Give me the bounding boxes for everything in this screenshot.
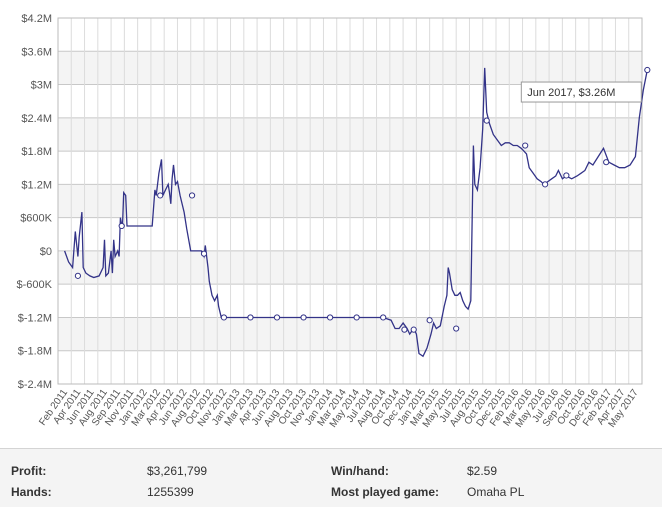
y-tick-label: $-2.4M [18, 379, 52, 391]
y-tick-label: $4.2M [21, 13, 52, 25]
game-label: Most played game: [331, 485, 440, 499]
data-point-marker [644, 66, 651, 74]
data-point-marker [273, 314, 281, 321]
winhand-value: $2.59 [467, 464, 498, 478]
tooltip-box [520, 81, 642, 103]
y-tick-label: $3M [31, 80, 52, 92]
data-point-marker [522, 142, 529, 149]
data-point-marker [483, 117, 490, 124]
data-point-marker [380, 314, 387, 321]
data-point-marker [563, 172, 570, 179]
stats-panel: Profit: $3,261,799 Win/hand: $2.59 Hands… [0, 448, 662, 507]
hands-value: 1255399 [147, 485, 194, 499]
data-point-marker [426, 317, 433, 324]
data-point-marker [353, 314, 360, 321]
y-tick-label: $-1.2M [18, 312, 52, 324]
data-point-marker [157, 192, 164, 199]
profit-value: $3,261,799 [147, 464, 208, 478]
data-point-marker [326, 314, 334, 321]
data-point-marker [188, 192, 196, 199]
y-tick-label: $1.2M [21, 179, 52, 191]
data-point-marker [300, 314, 307, 321]
y-tick-label: $1.8M [21, 146, 52, 158]
chart-canvas: $4.2M $3.6M $3M $2.4M $1.8M $1.2M $600K $0 $-600… [17, 13, 651, 430]
data-point-marker [453, 325, 460, 332]
y-tick-label: $600K [20, 213, 52, 225]
data-point-marker [74, 272, 82, 279]
plot-border [57, 17, 643, 385]
hands-label: Hands: [11, 485, 52, 499]
data-point-marker [542, 181, 549, 188]
tooltip-text: Jun 2017, $3.26M [527, 87, 615, 99]
data-point-marker [220, 314, 228, 321]
game-value: Omaha PL [467, 485, 525, 499]
y-tick-label: $2.4M [21, 113, 52, 125]
data-point-marker [118, 222, 125, 230]
profit-label: Profit: [11, 464, 47, 478]
y-tick-label: $-600K [17, 279, 53, 291]
profit-chart: $4.2M $3.6M $3M $2.4M $1.8M $1.2M $600K $0 $-600… [16, 13, 651, 430]
data-point-marker [410, 326, 417, 333]
y-tick-label: $3.6M [21, 46, 52, 58]
y-tick-label: $0 [40, 246, 52, 258]
winhand-label: Win/hand: [331, 464, 389, 478]
data-point-marker [200, 250, 208, 257]
data-point-marker [401, 326, 408, 333]
data-point-marker [247, 314, 254, 321]
y-tick-label: $-1.8M [18, 346, 52, 358]
data-point-marker [603, 159, 610, 166]
